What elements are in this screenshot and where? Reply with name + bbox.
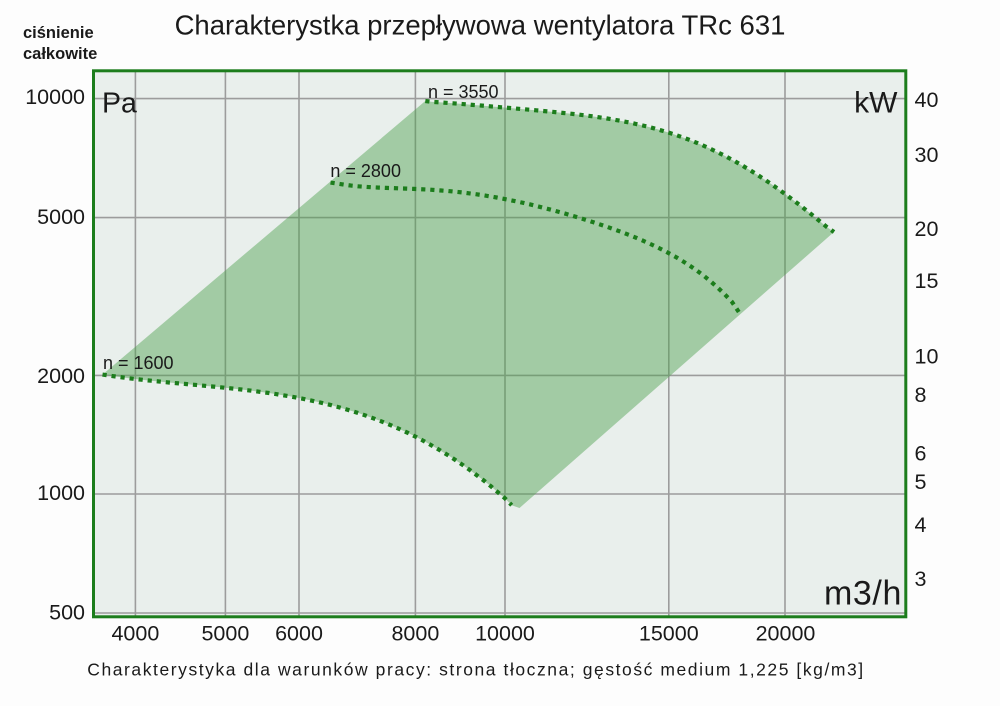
svg-text:15000: 15000 [639,622,699,646]
svg-text:Charakterystka przepływowa wen: Charakterystka przepływowa wentylatora T… [175,10,786,41]
svg-text:5000: 5000 [201,622,249,646]
svg-text:500: 500 [49,601,85,625]
svg-text:ciśnienie: ciśnienie [23,24,94,42]
svg-text:8: 8 [915,383,927,407]
svg-text:30: 30 [915,143,939,167]
svg-text:20: 20 [915,217,939,241]
svg-text:4: 4 [915,513,927,537]
svg-text:6000: 6000 [275,622,323,646]
svg-text:5000: 5000 [37,205,85,229]
svg-text:10: 10 [915,344,939,368]
svg-text:n = 1600: n = 1600 [103,353,174,373]
svg-text:5: 5 [915,470,927,494]
svg-text:10000: 10000 [25,85,85,109]
svg-text:20000: 20000 [756,622,816,646]
svg-text:6: 6 [915,441,927,465]
svg-text:Charakterystyka dla warunków p: Charakterystyka dla warunków pracy: stro… [87,660,864,680]
svg-text:Pa: Pa [102,87,137,119]
svg-text:40: 40 [915,88,939,112]
svg-text:2000: 2000 [37,364,85,388]
svg-text:15: 15 [915,269,939,293]
svg-text:całkowite: całkowite [23,45,97,63]
svg-text:8000: 8000 [391,622,439,646]
svg-text:10000: 10000 [475,622,535,646]
svg-text:3: 3 [915,567,927,591]
svg-text:m3/h: m3/h [824,574,902,612]
svg-text:n = 2800: n = 2800 [330,161,401,181]
svg-text:4000: 4000 [111,622,159,646]
svg-text:kW: kW [854,86,898,119]
svg-text:1000: 1000 [37,481,85,505]
svg-text:n = 3550: n = 3550 [428,82,499,102]
